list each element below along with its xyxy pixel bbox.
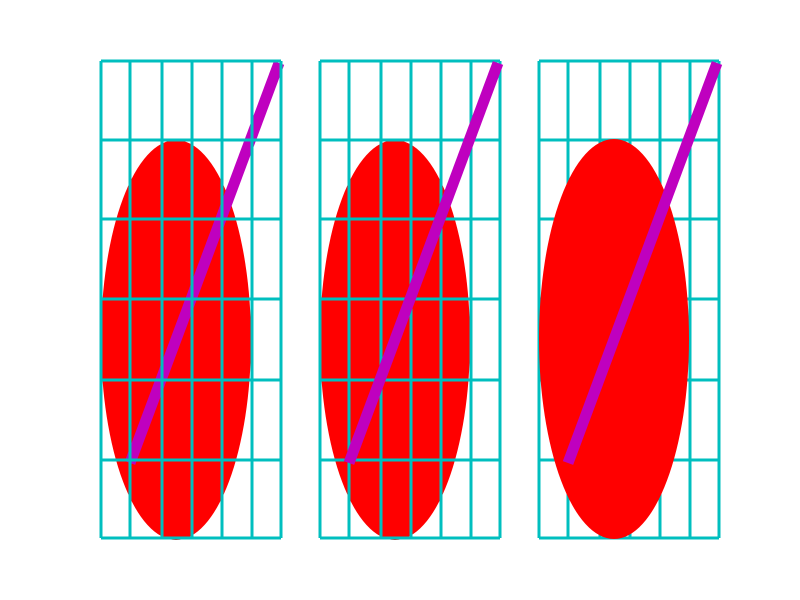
diagonal-line-3 [562, 61, 723, 465]
panel-2 [318, 59, 504, 540]
panel-3 [537, 59, 723, 540]
diagonal-line-2 [343, 61, 504, 465]
panel-1 [99, 59, 285, 540]
diagonal-line-1 [124, 61, 285, 465]
grid-1 [99, 59, 283, 540]
